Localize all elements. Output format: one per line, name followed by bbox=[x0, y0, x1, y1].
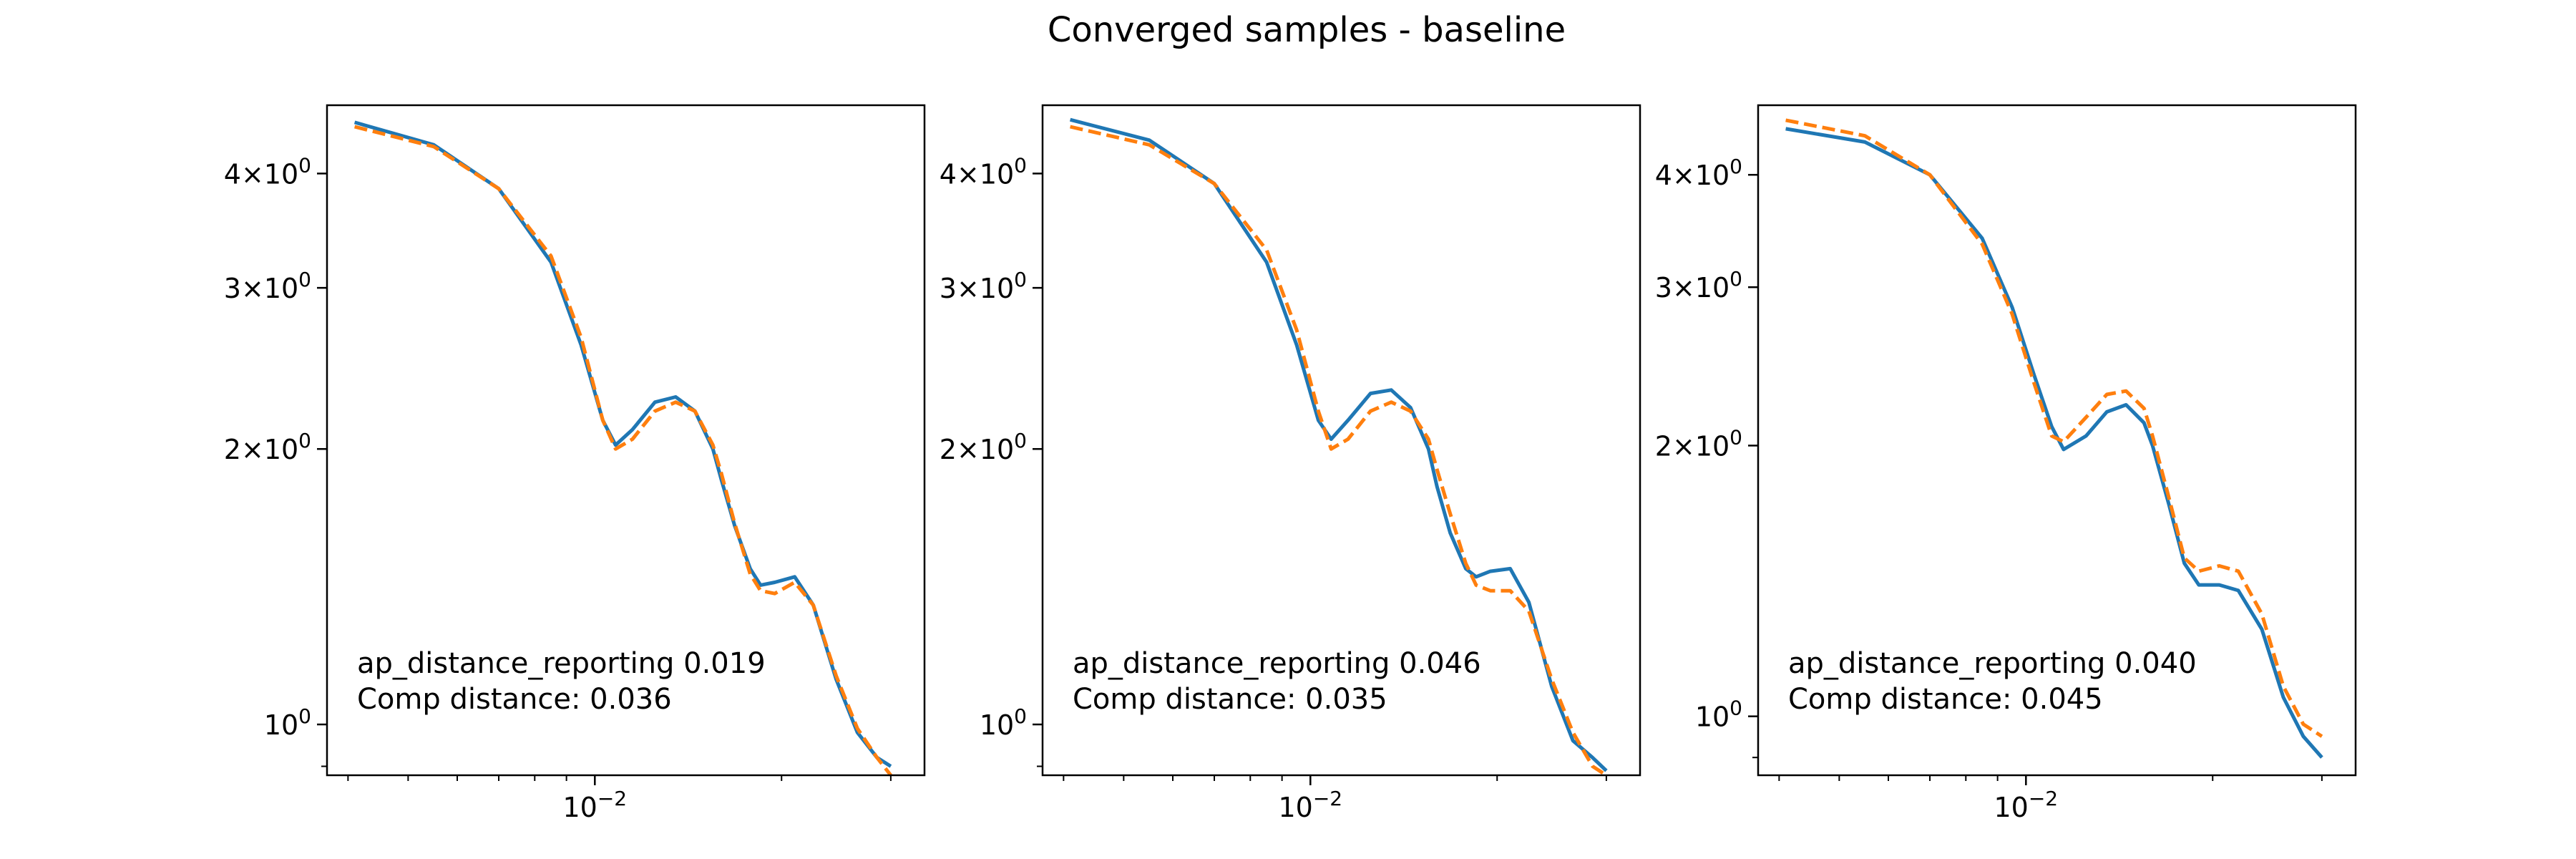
y-tick-label-exponent: 0 bbox=[298, 429, 311, 452]
y-tick-label-mantissa: 2× bbox=[224, 434, 264, 465]
y-tick-label-exponent: 0 bbox=[1729, 425, 1742, 449]
y-tick-label: 100 bbox=[264, 704, 311, 741]
annotation-line-1: ap_distance_reporting 0.019 bbox=[357, 647, 766, 680]
series-line-dashed bbox=[1070, 125, 1608, 777]
annotation-line-2: Comp distance: 0.045 bbox=[1788, 683, 2103, 716]
x-tick-label-exponent: −2 bbox=[597, 787, 627, 810]
y-tick-label: 2×100 bbox=[224, 429, 311, 465]
y-tick-label-base: 10 bbox=[1695, 272, 1729, 304]
y-tick-label: 100 bbox=[1695, 697, 1742, 733]
annotation-line-2: Comp distance: 0.036 bbox=[357, 683, 672, 716]
annotation-line-1: ap_distance_reporting 0.040 bbox=[1788, 647, 2197, 680]
y-tick-label-exponent: 0 bbox=[1729, 155, 1742, 178]
y-tick-label: 4×100 bbox=[1655, 155, 1742, 191]
y-tick-label-exponent: 0 bbox=[298, 268, 311, 291]
y-tick-label-base: 10 bbox=[1695, 160, 1729, 191]
y-tick-label: 3×100 bbox=[224, 268, 311, 304]
y-tick-label-base: 10 bbox=[1695, 430, 1729, 462]
axes-frame bbox=[1041, 104, 1641, 777]
y-tick-label: 2×100 bbox=[1655, 425, 1742, 462]
y-tick-label-exponent: 0 bbox=[1729, 697, 1742, 720]
y-tick-label: 100 bbox=[980, 704, 1027, 741]
x-tick-label: 10−2 bbox=[562, 787, 627, 823]
plot-area bbox=[1043, 105, 1640, 775]
series-line-solid bbox=[1785, 127, 2323, 759]
y-tick-label-mantissa: 4× bbox=[1655, 160, 1695, 191]
x-tick-label: 10−2 bbox=[1278, 787, 1342, 823]
y-tick-label-exponent: 0 bbox=[1729, 267, 1742, 291]
y-tick-label-base: 10 bbox=[264, 434, 298, 465]
axes-frame bbox=[326, 104, 926, 777]
axes-frame bbox=[1757, 104, 2357, 777]
subplot-1: 10−24×1003×1002×100100ap_distance_report… bbox=[224, 104, 926, 823]
y-tick-label: 4×100 bbox=[224, 153, 311, 190]
y-tick-label: 3×100 bbox=[1655, 267, 1742, 304]
y-tick-label-base: 10 bbox=[264, 273, 298, 304]
x-tick-label-base: 10 bbox=[1278, 792, 1312, 823]
annotation-line-2: Comp distance: 0.035 bbox=[1073, 683, 1387, 716]
y-tick-label-base: 10 bbox=[980, 709, 1014, 741]
y-tick-label-mantissa: 4× bbox=[940, 158, 980, 190]
y-tick-label-base: 10 bbox=[980, 158, 1014, 190]
y-tick-label-exponent: 0 bbox=[1014, 153, 1027, 177]
y-tick-label: 3×100 bbox=[940, 268, 1027, 304]
y-tick-label-base: 10 bbox=[264, 158, 298, 190]
y-tick-label-mantissa: 3× bbox=[224, 273, 264, 304]
subplot-2: 10−24×1003×1002×100100ap_distance_report… bbox=[940, 104, 1641, 823]
y-tick-label: 4×100 bbox=[940, 153, 1027, 190]
y-tick-label-base: 10 bbox=[980, 434, 1014, 465]
x-tick-label-base: 10 bbox=[562, 792, 597, 823]
y-tick-label-exponent: 0 bbox=[1014, 704, 1027, 728]
y-tick-label-exponent: 0 bbox=[1014, 429, 1027, 452]
y-tick-label-mantissa: 4× bbox=[224, 158, 264, 190]
plot-area bbox=[327, 105, 924, 775]
annotation-line-1: ap_distance_reporting 0.046 bbox=[1073, 647, 1481, 680]
series-line-dashed bbox=[353, 125, 892, 777]
x-tick-label: 10−2 bbox=[1994, 787, 2058, 823]
y-tick-label-exponent: 0 bbox=[298, 704, 311, 728]
y-tick-label-mantissa: 2× bbox=[1655, 430, 1695, 462]
y-tick-label-base: 10 bbox=[264, 709, 298, 741]
y-tick-label-mantissa: 3× bbox=[940, 273, 980, 304]
series-line-dashed bbox=[1785, 118, 2323, 738]
y-tick-label-exponent: 0 bbox=[298, 153, 311, 177]
subplot-3: 10−24×1003×1002×100100ap_distance_report… bbox=[1655, 104, 2357, 823]
y-tick-label-exponent: 0 bbox=[1014, 268, 1027, 291]
subplots: 10−24×1003×1002×100100ap_distance_report… bbox=[224, 104, 2357, 823]
x-tick-label-exponent: −2 bbox=[2029, 787, 2058, 810]
figure-suptitle: Converged samples - baseline bbox=[1048, 10, 1566, 50]
y-tick-label-base: 10 bbox=[1695, 702, 1729, 733]
x-tick-label-base: 10 bbox=[1994, 792, 2028, 823]
y-tick-label-mantissa: 2× bbox=[940, 434, 980, 465]
y-tick-label-base: 10 bbox=[980, 273, 1014, 304]
x-tick-label-exponent: −2 bbox=[1313, 787, 1342, 810]
y-tick-label-mantissa: 3× bbox=[1655, 272, 1695, 304]
y-tick-label: 2×100 bbox=[940, 429, 1027, 465]
